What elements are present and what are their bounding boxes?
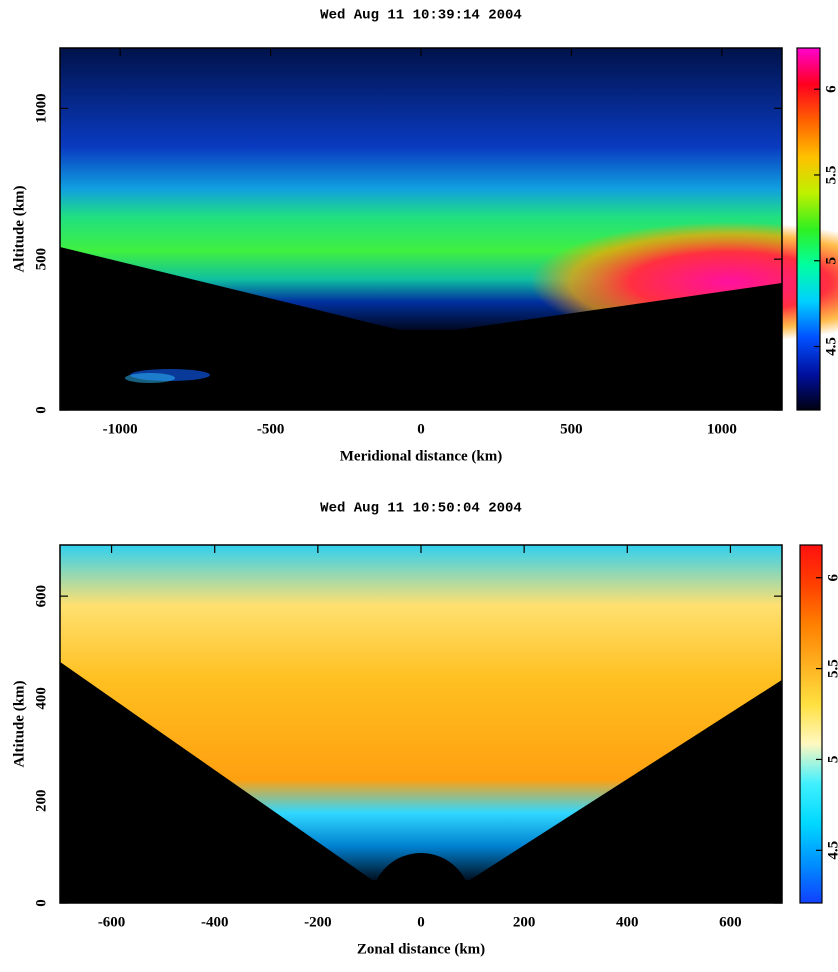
colorbar-tick-label: 6: [823, 85, 838, 93]
y-tick-label: 500: [33, 248, 49, 271]
y-tick-label: 400: [33, 687, 49, 710]
x-tick-label: -400: [201, 914, 229, 930]
x-tick-label: 600: [719, 914, 742, 930]
y-tick-label: 200: [33, 789, 49, 812]
x-tick-label: -600: [98, 914, 126, 930]
colorbar: [799, 544, 823, 904]
x-tick-label: 0: [417, 914, 425, 930]
colorbar-tick-label: 5.5: [825, 659, 838, 678]
x-tick-label: 500: [560, 421, 583, 437]
y-tick-label: 0: [33, 406, 49, 414]
y-tick-label: 1000: [33, 93, 49, 123]
colorbar-tick-label: 5: [823, 257, 838, 265]
chart-title: Wed Aug 11 10:39:14 2004: [320, 8, 522, 24]
colorbar-tick-label: 4.5: [823, 337, 838, 356]
colorbar-tick-label: 5: [825, 756, 838, 764]
radar-image: [60, 545, 782, 903]
colorbar-tick-label: 4.5: [825, 841, 838, 860]
x-axis-label: Zonal distance (km): [357, 941, 485, 957]
x-tick-label: 400: [616, 914, 639, 930]
x-tick-label: 200: [513, 914, 536, 930]
x-tick-label: -500: [257, 421, 285, 437]
x-axis-label: Meridional distance (km): [340, 448, 503, 464]
colorbar: [796, 47, 821, 411]
radar-image: [60, 48, 838, 410]
y-axis-label: Altitude (km): [11, 680, 27, 767]
y-tick-label: 600: [33, 585, 49, 608]
x-tick-label: -200: [304, 914, 332, 930]
chart-title: Wed Aug 11 10:50:04 2004: [320, 501, 522, 517]
colorbar-tick-label: 6: [825, 573, 838, 581]
x-tick-label: 0: [417, 421, 425, 437]
colorbar-tick-label: 5.5: [823, 166, 838, 185]
y-tick-label: 0: [33, 899, 49, 907]
x-tick-label: -1000: [103, 421, 138, 437]
x-tick-label: 1000: [707, 421, 737, 437]
y-axis-label: Altitude (km): [11, 185, 27, 272]
